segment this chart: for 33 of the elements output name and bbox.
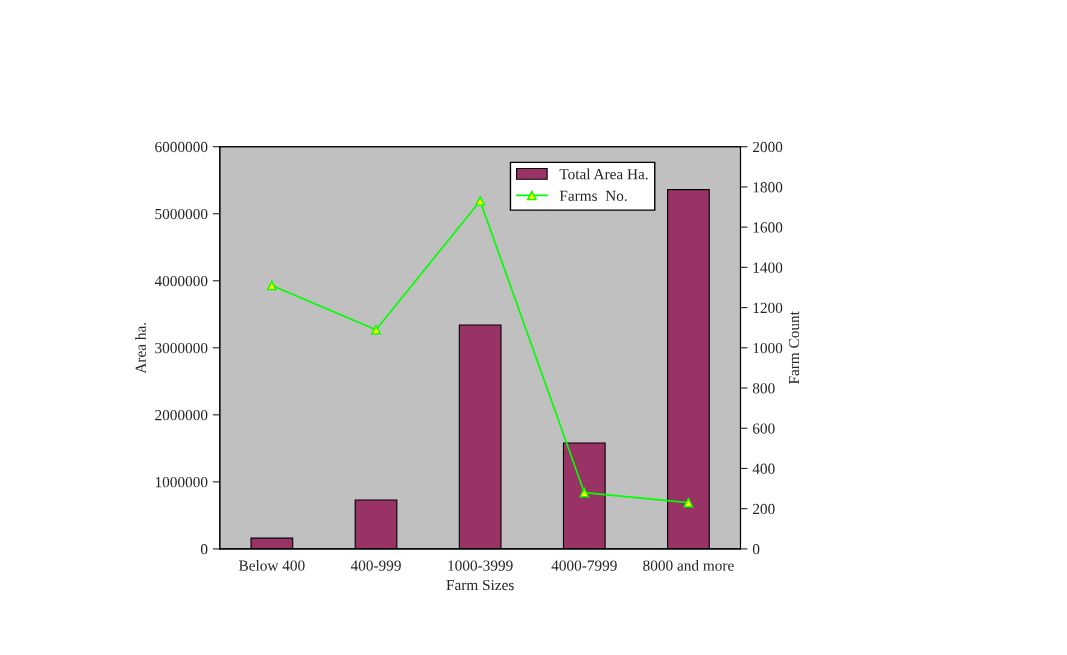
y-tick-label: 0: [200, 544, 208, 555]
y2-tick-label: 1200: [753, 302, 783, 314]
point: [475, 196, 486, 206]
y2-tick-label: 200: [752, 503, 775, 515]
x-tick-label: 400-999: [350, 560, 401, 571]
y-axis-title: Area ha.: [135, 322, 146, 374]
y2-tick-label: 800: [752, 383, 775, 394]
x-tick-label: Below 400: [239, 560, 305, 571]
legend-label: Farms No.: [559, 190, 627, 202]
point: [267, 280, 277, 291]
x-tick-label: 1000-3999: [448, 560, 513, 571]
point: [683, 497, 694, 508]
y2-tick-label: 1600: [753, 222, 783, 233]
x-axis-title: Farm Sizes: [446, 579, 514, 591]
y2-tick-label: 1800: [753, 182, 783, 193]
y2-tick-label: 1400: [753, 262, 783, 273]
y2-axis-title: Farm Count: [788, 311, 800, 385]
y-tick-label: 6000000: [155, 141, 208, 153]
y2-tick-label: 2000: [752, 141, 783, 153]
legend-label: Total Area Ha.: [559, 168, 648, 180]
y2-tick-label: 1000: [753, 342, 783, 354]
point: [579, 487, 590, 498]
y-tick-label: 2000000: [155, 409, 208, 421]
y-tick-label: 1000000: [155, 477, 208, 488]
y2-tick-label: 0: [752, 544, 760, 555]
point: [371, 324, 381, 335]
y-tick-label: 4000000: [154, 275, 208, 287]
x-tick-label: 8000 and more: [643, 560, 734, 571]
y-tick-label: 5000000: [155, 208, 208, 220]
x-tick-label: 4000-7999: [551, 560, 617, 571]
y2-tick-label: 400: [752, 463, 775, 474]
y2-tick-label: 600: [752, 423, 775, 434]
y-tick-label: 3000000: [155, 342, 208, 354]
